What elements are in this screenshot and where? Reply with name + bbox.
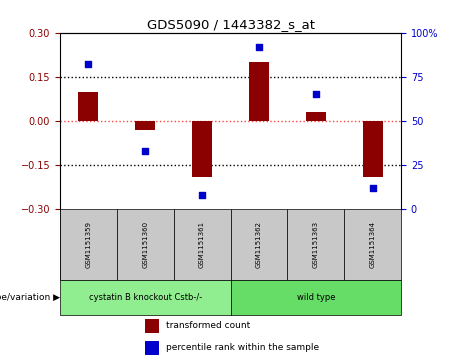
Bar [60,280,230,315]
Text: GSM1151360: GSM1151360 [142,221,148,268]
Point [85,62,92,68]
Bar [117,209,174,280]
Bar [230,280,401,315]
Text: transformed count: transformed count [165,321,250,330]
Text: GSM1151359: GSM1151359 [85,221,91,268]
Bar [363,121,383,177]
Text: percentile rank within the sample: percentile rank within the sample [165,343,319,352]
Text: wild type: wild type [296,293,335,302]
Text: genotype/variation ▶: genotype/variation ▶ [0,293,60,302]
Text: GSM1151363: GSM1151363 [313,221,319,268]
Bar [60,209,117,280]
Bar [344,209,401,280]
Bar [145,341,159,355]
Title: GDS5090 / 1443382_s_at: GDS5090 / 1443382_s_at [147,19,314,32]
Bar [230,209,287,280]
Bar [145,319,159,333]
Point [369,185,376,191]
Text: GSM1151364: GSM1151364 [370,221,376,268]
Bar [249,62,269,121]
Bar [306,112,326,121]
Point [312,91,319,97]
Bar [192,121,212,177]
Bar [135,121,155,130]
Text: GSM1151361: GSM1151361 [199,221,205,268]
Point [255,44,263,50]
Point [198,192,206,198]
Bar [287,209,344,280]
Text: cystatin B knockout Cstb-/-: cystatin B knockout Cstb-/- [89,293,202,302]
Bar [78,91,98,121]
Point [142,148,149,154]
Bar [174,209,230,280]
Text: GSM1151362: GSM1151362 [256,221,262,268]
